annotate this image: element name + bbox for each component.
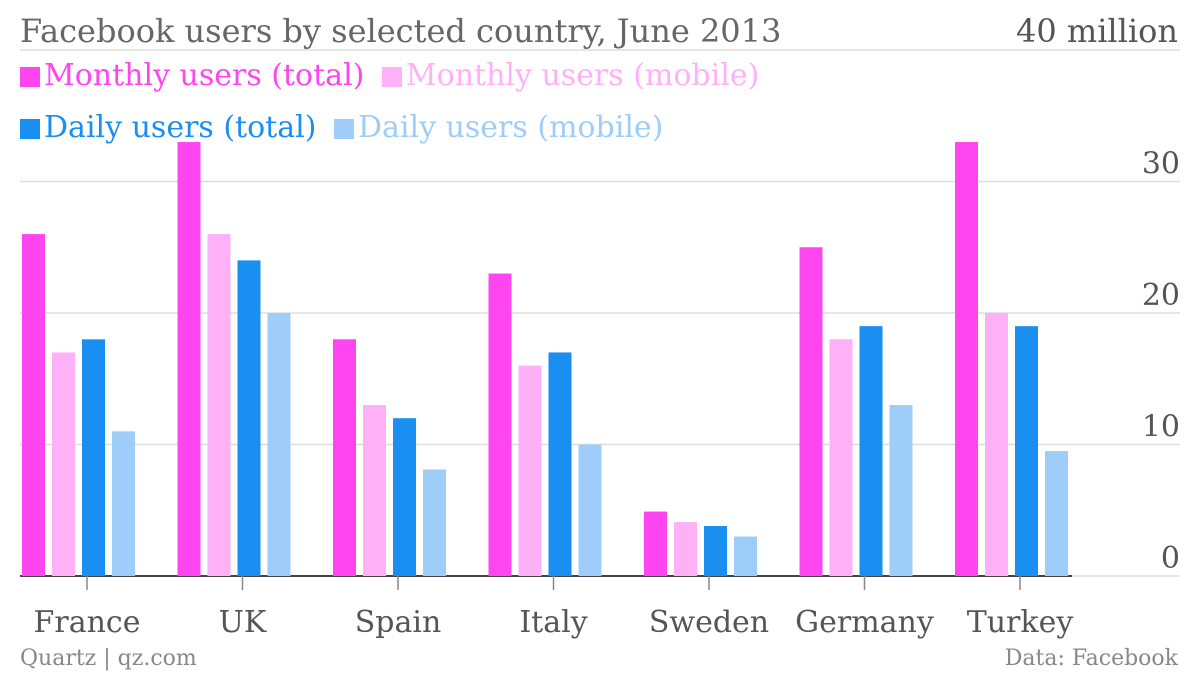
data-source: Data: Facebook: [1004, 646, 1178, 671]
axis-unit-label: 40 million: [1015, 12, 1178, 50]
bar: [82, 339, 105, 576]
bar: [644, 511, 667, 576]
legend-label: Monthly users (mobile): [405, 58, 760, 93]
bar: [859, 326, 883, 576]
bar: [22, 234, 45, 576]
bar: [985, 313, 1008, 576]
bar: [578, 444, 602, 576]
y-tick-label: 10: [1142, 410, 1180, 445]
bar: [734, 536, 757, 576]
y-tick-label: 20: [1142, 278, 1180, 313]
bar: [829, 339, 853, 576]
bar: [674, 522, 697, 576]
bar: [237, 260, 261, 576]
x-tick-label: Turkey: [967, 605, 1074, 640]
bar: [518, 365, 542, 576]
x-tick-label: Italy: [519, 605, 587, 640]
bar: [488, 273, 512, 576]
x-tick-label: UK: [219, 605, 267, 640]
y-tick-label: 30: [1142, 147, 1180, 182]
legend-item-daily-total: Daily users (total): [20, 102, 316, 154]
legend-label: Monthly users (total): [44, 58, 365, 93]
source-credit: Quartz | qz.com: [20, 646, 197, 671]
bar: [363, 405, 386, 576]
bar: [207, 234, 231, 576]
bar: [1045, 451, 1068, 576]
bar: [267, 313, 291, 576]
x-tick-label: France: [34, 605, 141, 640]
bar: [393, 418, 416, 576]
bar: [799, 247, 823, 576]
legend-label: Daily users (total): [44, 110, 317, 145]
bar: [704, 526, 727, 576]
legend-swatch: [381, 67, 402, 87]
legend-item-daily-mobile: Daily users (mobile): [333, 102, 664, 154]
bar: [1015, 326, 1038, 576]
legend-item-monthly-total: Monthly users (total): [20, 50, 364, 102]
bar: [423, 469, 446, 576]
legend: Monthly users (total) Monthly users (mob…: [20, 50, 1040, 154]
bar: [955, 142, 978, 577]
legend-swatch: [333, 119, 354, 139]
legend-swatch: [20, 119, 40, 139]
legend-label: Daily users (mobile): [357, 110, 664, 145]
bar: [548, 352, 572, 576]
legend-item-monthly-mobile: Monthly users (mobile): [381, 50, 760, 102]
bar: [333, 339, 356, 576]
bar: [889, 405, 913, 576]
chart-title: Facebook users by selected country, June…: [20, 12, 782, 50]
bar: [52, 352, 75, 576]
x-tick-label: Germany: [795, 605, 934, 640]
legend-swatch: [20, 67, 40, 87]
y-tick-label: 0: [1161, 541, 1180, 576]
x-tick-label: Sweden: [649, 605, 769, 640]
bar: [112, 431, 135, 576]
bar: [177, 142, 201, 577]
x-tick-label: Spain: [355, 605, 442, 640]
